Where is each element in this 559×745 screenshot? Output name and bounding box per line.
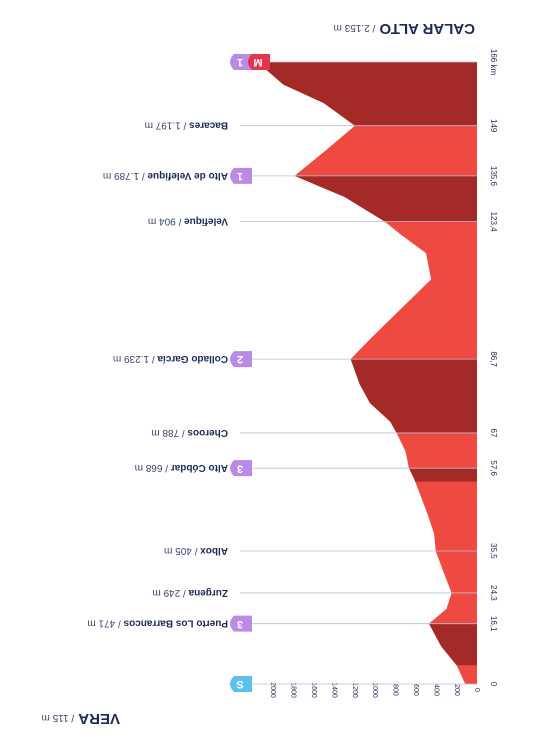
- badge: [230, 676, 252, 692]
- km-tick-label: 16,1: [489, 616, 498, 632]
- waypoint-label: Alto de Velefique / 1.789 m: [103, 170, 228, 181]
- waypoint-name: Bacares: [189, 120, 228, 131]
- y-tick-label: 0: [473, 688, 480, 692]
- waypoint-name: Alto de Velefique: [147, 170, 228, 181]
- y-tick-label: 400: [432, 684, 439, 696]
- km-tick-label: 149: [489, 119, 498, 133]
- badge-text: 3: [237, 462, 243, 474]
- km-tick-label: 24,3: [489, 585, 498, 601]
- badge: [248, 54, 270, 70]
- waypoint-alt: / 249 m: [152, 587, 185, 598]
- waypoint-name: Collado García: [157, 353, 228, 364]
- badge-text: S: [236, 678, 243, 690]
- waypoint-alt: / 788 m: [151, 427, 184, 438]
- badge-text: 2: [237, 353, 243, 365]
- badge-text: 3: [237, 618, 243, 630]
- profile-group: VERA / 115 m CALAR ALTO / 2.153 m 0 200 40…: [42, 20, 498, 727]
- badge: [229, 167, 252, 184]
- waypoint-label: Bacares / 1.197 m: [145, 120, 228, 131]
- waypoint-name: Zurgena: [188, 587, 228, 598]
- waypoint-alt: / 1.239 m: [113, 353, 155, 364]
- km-tick-label: 123,4: [489, 212, 498, 233]
- waypoint-name: Alto Cóbdar: [171, 463, 228, 474]
- km-tick-label: 57,6: [489, 460, 498, 476]
- waypoint-alt: / 1.197 m: [145, 120, 187, 131]
- waypoint-label: Velefique / 904 m: [148, 216, 228, 227]
- km-tick-label: 0: [489, 682, 498, 687]
- badge: [229, 460, 252, 477]
- waypoint-name: Velefique: [184, 216, 228, 227]
- waypoint-label: Cheroos / 788 m: [151, 427, 228, 438]
- km-tick-label: 35,5: [489, 543, 498, 559]
- waypoint-label: Alto Cóbdar / 668 m: [135, 463, 228, 474]
- y-tick-label: 600: [412, 684, 419, 696]
- waypoint-alt: / 904 m: [148, 216, 181, 227]
- waypoint-alt: / 405 m: [164, 545, 197, 556]
- y-tick-label: 1200: [351, 682, 358, 698]
- waypoint-alt: / 471 m: [87, 618, 120, 629]
- badge: [229, 351, 252, 368]
- y-tick-label: 1400: [330, 682, 337, 698]
- start-title: VERA / 115 m: [42, 710, 120, 727]
- badge: [230, 54, 252, 70]
- waypoint-label: Collado García / 1.239 m: [113, 353, 228, 364]
- waypoint-name: Cheroos: [187, 427, 228, 438]
- waypoint-label: Puerto Los Barrancos / 471 m: [87, 618, 228, 629]
- badge-text: 1: [237, 56, 243, 68]
- waypoint-alt: / 668 m: [135, 463, 168, 474]
- profile-climb: [257, 62, 477, 666]
- y-tick-label: 1800: [290, 682, 297, 698]
- waypoint-name: Puerto Los Barrancos: [123, 618, 228, 629]
- waypoint-name: Albox: [200, 545, 228, 556]
- y-tick-label: 2000: [269, 682, 276, 698]
- badge-text: M: [253, 56, 262, 68]
- waypoint-alt: / 1.789 m: [103, 170, 145, 181]
- y-tick-label: 200: [453, 684, 460, 696]
- km-tick-label: 86,7: [489, 351, 498, 367]
- km-tick-label: 166 km: [489, 49, 498, 76]
- y-tick-label: 1600: [310, 682, 317, 698]
- y-tick-label: 1000: [371, 682, 378, 698]
- badge-text: 1: [237, 170, 243, 182]
- km-tick-label: 67: [489, 428, 498, 437]
- badge: [229, 615, 252, 632]
- y-tick-label: 800: [392, 684, 399, 696]
- waypoint-label: Albox / 405 m: [164, 545, 228, 556]
- waypoint-label: Zurgena / 249 m: [152, 587, 228, 598]
- km-tick-label: 135,6: [489, 166, 498, 187]
- finish-title: CALAR ALTO / 2.153 m: [334, 20, 475, 37]
